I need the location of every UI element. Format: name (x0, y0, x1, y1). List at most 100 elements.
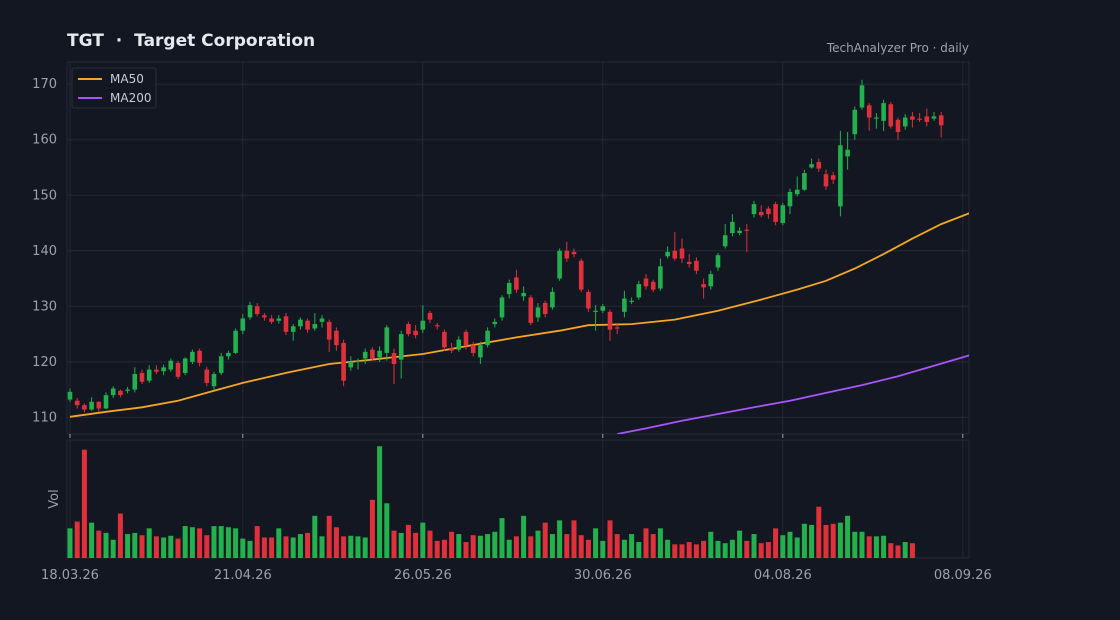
volume-bar (326, 515, 332, 558)
volume-bar (355, 536, 361, 558)
volume-bar (737, 530, 743, 558)
volume-bar (837, 522, 843, 558)
candle-body (139, 372, 145, 382)
volume-bar (701, 540, 707, 558)
candle-body (290, 326, 296, 332)
x-tick-label: 26.05.26 (394, 568, 452, 583)
candle-body (312, 324, 318, 329)
candle-body (384, 327, 390, 353)
volume-bar (204, 535, 210, 558)
volume-bar (809, 524, 815, 558)
volume-bar (499, 518, 505, 558)
volume-bar (585, 539, 591, 558)
candle-body (492, 321, 498, 325)
volume-bar (773, 528, 779, 558)
volume-bar (153, 536, 159, 558)
volume-bar (549, 534, 555, 558)
volume-bar (492, 531, 498, 558)
candle-body (838, 145, 843, 207)
volume-layer (67, 446, 915, 558)
candle-body (758, 211, 764, 216)
candle-body (679, 248, 685, 259)
volume-bar (125, 534, 131, 558)
candle-body (168, 360, 174, 370)
axes-layer: 110 120 130 140 150 160 170 18.03.26 21.04.26 26.… (32, 77, 992, 583)
candle-body (233, 330, 238, 353)
candle-body (240, 318, 246, 331)
candle-body (499, 297, 505, 318)
volume-axis-label: Vol (47, 489, 62, 508)
volume-bar (139, 535, 145, 558)
volume-bar (477, 535, 483, 558)
candle-body (218, 356, 224, 373)
candle-body (413, 330, 418, 336)
candle-body (737, 230, 742, 234)
candle-body (449, 348, 454, 351)
volume-bar (614, 534, 620, 558)
volume-bar (103, 532, 109, 558)
candle-body (334, 330, 339, 346)
volume-bar (413, 532, 419, 558)
grid-layer (66, 61, 970, 559)
volume-bar (744, 540, 750, 558)
y-tick-label: 120 (32, 355, 57, 370)
volume-bar (902, 542, 908, 558)
volume-bar (89, 522, 95, 558)
volume-bar (830, 523, 836, 558)
candle-body (708, 274, 714, 287)
volume-bar (240, 538, 246, 558)
candle-body (823, 174, 829, 187)
candle-body (600, 306, 606, 311)
candle-body (931, 116, 937, 119)
volume-bar (470, 535, 476, 558)
candle-body (859, 85, 865, 108)
candle-body (226, 352, 231, 357)
candle-body (550, 291, 555, 308)
candle-body (478, 345, 483, 358)
volume-bar (787, 531, 793, 558)
candle-body (341, 342, 346, 381)
volume-bar (816, 506, 822, 558)
volume-bar (557, 520, 563, 558)
candle-body (456, 339, 462, 350)
moving-average-layer (69, 212, 969, 434)
volume-bar (247, 540, 253, 558)
legend-label-ma50: MA50 (110, 72, 144, 86)
candle-body (888, 104, 894, 127)
volume-bar (506, 539, 512, 558)
volume-bar (218, 526, 224, 558)
candle-body (830, 175, 836, 180)
volume-bar (441, 539, 447, 558)
candle-body (665, 251, 670, 257)
volume-bar (254, 526, 260, 558)
volume-bar (175, 538, 181, 558)
candle-body (420, 320, 426, 330)
volume-bar (542, 522, 548, 558)
candle-body (82, 405, 87, 410)
y-tick-label: 160 (32, 133, 57, 148)
candle-body (355, 360, 361, 362)
volume-bar (290, 537, 296, 558)
volume-bar (881, 535, 887, 558)
volume-bar (801, 523, 807, 558)
candle-body (751, 204, 757, 215)
candle-body (852, 109, 858, 135)
volume-bar (369, 499, 375, 558)
candle-body (686, 261, 692, 265)
x-tick-label: 18.03.26 (41, 568, 99, 583)
candle-body (132, 374, 138, 390)
volume-bar (420, 522, 426, 558)
candle-body (211, 374, 217, 387)
candle-body (578, 260, 584, 290)
candle-body (557, 250, 562, 279)
candle-body (463, 331, 469, 346)
volume-bar (233, 528, 239, 558)
candle-body (247, 305, 253, 318)
candle-body (902, 117, 908, 127)
title-separator: · (115, 31, 123, 51)
volume-bar (909, 543, 915, 558)
volume-bar (672, 544, 678, 558)
x-tick-label: 30.06.26 (574, 568, 632, 583)
candle-body (586, 291, 591, 309)
volume-bar (297, 534, 303, 558)
